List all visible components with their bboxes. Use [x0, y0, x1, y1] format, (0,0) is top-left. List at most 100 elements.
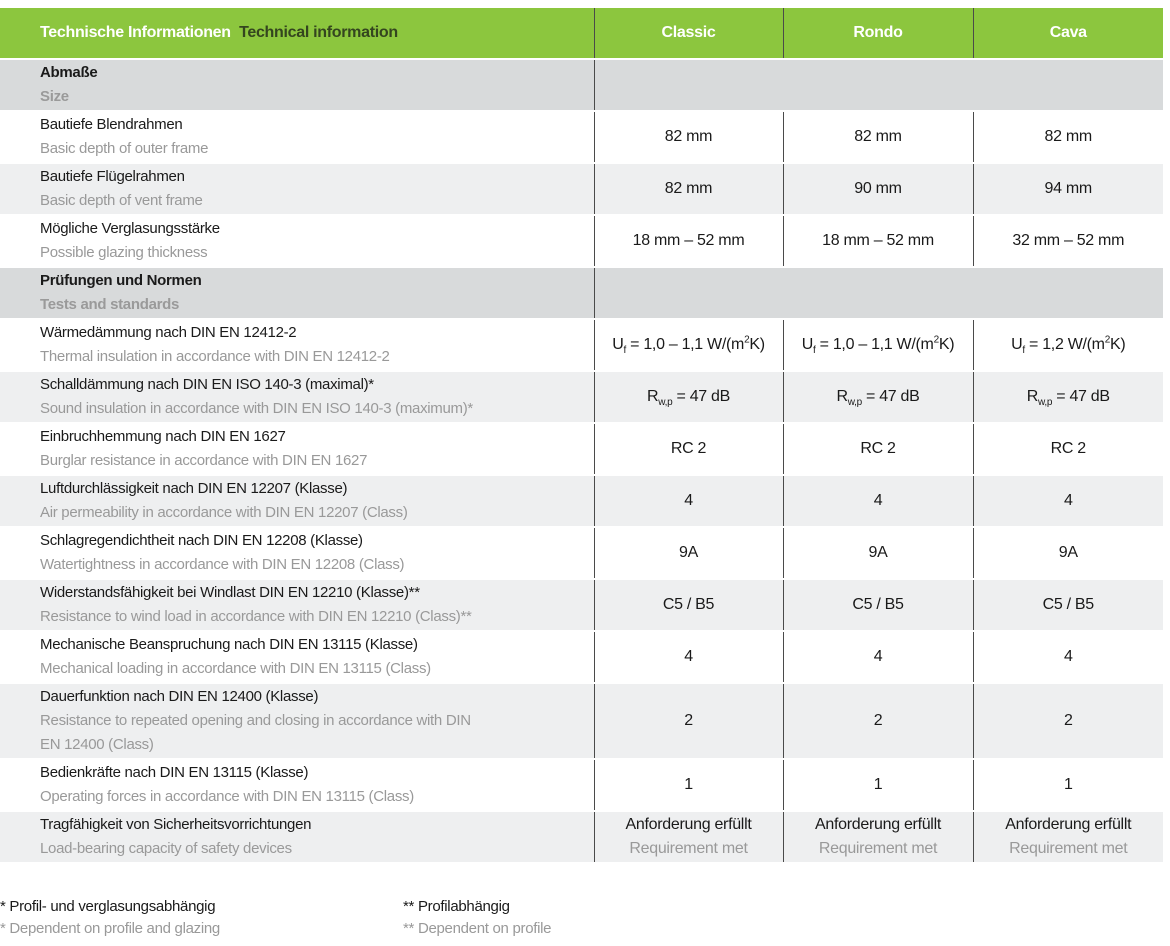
value-cell: Rw,p = 47 dB: [972, 371, 1163, 424]
value-cell: 1: [593, 759, 783, 812]
label-de: Dauerfunktion nach DIN EN 12400 (Klasse): [40, 688, 319, 705]
footnote-de: * Profil- und verglasungsabhängig: [0, 898, 216, 915]
value-cell: Anforderung erfüllt Requirement met: [782, 811, 973, 864]
value: 1: [684, 776, 693, 793]
data-row: Mögliche Verglasungsstärke Possible glazi…: [0, 215, 1163, 268]
value-part: R: [836, 388, 848, 405]
value-cell: 9A: [782, 527, 973, 580]
value-part: U: [801, 336, 814, 353]
value-cell: 2: [593, 683, 783, 760]
value-cell: 82 mm: [972, 111, 1163, 164]
label-en: Burglar resistance in accordance with DI…: [40, 452, 368, 469]
data-row: Bedienkräfte nach DIN EN 13115 (Klasse) O…: [0, 759, 1163, 812]
value-cell: 90 mm: [782, 163, 973, 216]
value-cell: Rw,p = 47 dB: [593, 371, 783, 424]
value-part: f: [813, 345, 816, 357]
value-cell: Rw,p = 47 dB: [782, 371, 973, 424]
value-cell: 18 mm – 52 mm: [593, 215, 783, 268]
row-label: Luftdurchlässigkeit nach DIN EN 12207 (K…: [0, 475, 594, 528]
value: 32 mm – 52 mm: [1012, 232, 1125, 249]
section-en: Size: [40, 88, 69, 105]
data-row: Bautiefe Flügelrahmen Basic depth of vent…: [0, 163, 1163, 216]
value: 2: [873, 712, 883, 729]
label-en: Thermal insulation in accordance with DI…: [40, 348, 390, 365]
value-cell: 2: [972, 683, 1163, 760]
data-row: Mechanische Beanspruchung nach DIN EN 13…: [0, 631, 1163, 684]
title-de: Technische Informationen: [40, 24, 231, 41]
value-cell: 4: [972, 631, 1163, 684]
spec-table: Technische Informationen Technical infor…: [0, 8, 1163, 864]
title-en: Technical information: [239, 24, 398, 41]
section-label: Abmaße Size: [0, 59, 594, 112]
data-row: Bautiefe Blendrahmen Basic depth of outer…: [0, 111, 1163, 164]
label-en: Resistance to repeated opening and closi…: [40, 712, 471, 753]
data-row: Widerstandsfähigkeit bei Windlast DIN EN…: [0, 579, 1163, 632]
row-label: Wärmedämmung nach DIN EN 12412-2 Thermal …: [0, 319, 594, 372]
label-de: Bautiefe Blendrahmen: [40, 116, 183, 133]
row-label: Tragfähigkeit von Sicherheitsvorrichtung…: [0, 811, 594, 864]
value: RC 2: [860, 440, 896, 457]
value-part: f: [623, 345, 627, 357]
value-cell: C5 / B5: [782, 579, 973, 632]
value-cell: 32 mm – 52 mm: [972, 215, 1163, 268]
label-en: Possible glazing thickness: [40, 244, 208, 261]
value-part: K): [1109, 336, 1126, 353]
value-part: U: [612, 336, 624, 353]
value-cell: 9A: [972, 527, 1163, 580]
label-de: Luftdurchlässigkeit nach DIN EN 12207 (K…: [40, 480, 348, 497]
footnotes: * Profil- und verglasungsabhängig * Depen…: [0, 896, 1170, 940]
row-label: Bedienkräfte nach DIN EN 13115 (Klasse) O…: [0, 759, 594, 812]
label-de: Mechanische Beanspruchung nach DIN EN 13…: [40, 636, 418, 653]
value: 9A: [1058, 544, 1078, 561]
label-de: Bautiefe Flügelrahmen: [40, 168, 185, 185]
value-cell: C5 / B5: [972, 579, 1163, 632]
value-part: w,p: [847, 397, 862, 409]
value: 18 mm – 52 mm: [632, 232, 745, 249]
value-part: w,p: [658, 397, 673, 409]
value: 4: [1063, 648, 1073, 665]
row-label: Einbruchhemmung nach DIN EN 1627 Burglar …: [0, 423, 594, 476]
table-body: Abmaße Size Bautiefe Blendrahmen Basic dept…: [0, 59, 1163, 864]
value: RC 2: [1050, 440, 1087, 457]
value-part: = 1,0 – 1,1 W/(m: [815, 336, 934, 353]
footnote: ** Profilabhängig ** Dependent on profile: [403, 896, 552, 940]
label-en: Basic depth of vent frame: [40, 192, 203, 209]
row-label: Mechanische Beanspruchung nach DIN EN 13…: [0, 631, 594, 684]
row-label: Dauerfunktion nach DIN EN 12400 (Klasse)…: [0, 683, 594, 760]
value-cell: 18 mm – 52 mm: [782, 215, 973, 268]
value-cell: RC 2: [972, 423, 1163, 476]
value-cell: RC 2: [782, 423, 973, 476]
value: 82 mm: [664, 180, 713, 197]
header-row: Technische Informationen Technical infor…: [0, 8, 1163, 60]
column-header: Classic: [593, 8, 783, 60]
footnote-de: ** Profilabhängig: [403, 898, 510, 915]
label-de: Bedienkräfte nach DIN EN 13115 (Klasse): [40, 764, 309, 781]
label-de: Widerstandsfähigkeit bei Windlast DIN EN…: [40, 584, 420, 601]
value-de: Anforderung erfüllt: [625, 816, 752, 833]
value: 4: [873, 492, 883, 509]
value-cell: 4: [593, 475, 783, 528]
label-de: Einbruchhemmung nach DIN EN 1627: [40, 428, 286, 445]
value-part: 2: [933, 334, 940, 346]
label-en: Watertightness in accordance with DIN EN…: [40, 556, 405, 573]
value: 4: [684, 492, 693, 509]
label-de: Schalldämmung nach DIN EN ISO 140-3 (max…: [40, 376, 374, 393]
value: C5 / B5: [662, 596, 715, 613]
value-en: Requirement met: [1009, 840, 1128, 857]
value: 4: [873, 648, 883, 665]
column-header: Cava: [972, 8, 1163, 60]
value-cell: 4: [782, 475, 973, 528]
value: C5 / B5: [1042, 596, 1095, 613]
value-part: R: [1026, 388, 1039, 405]
row-label: Mögliche Verglasungsstärke Possible glazi…: [0, 215, 594, 268]
value-en: Requirement met: [818, 840, 938, 857]
value-de: Anforderung erfüllt: [815, 816, 941, 833]
value: 1: [873, 776, 883, 793]
value: 9A: [868, 544, 888, 561]
label-de: Wärmedämmung nach DIN EN 12412-2: [40, 324, 297, 341]
value-de: Anforderung erfüllt: [1005, 816, 1132, 833]
value-cell: Uf = 1,2 W/(m2K): [972, 319, 1163, 372]
value-part: w,p: [1037, 397, 1053, 409]
value-cell: Uf = 1,0 – 1,1 W/(m2K): [593, 319, 783, 372]
